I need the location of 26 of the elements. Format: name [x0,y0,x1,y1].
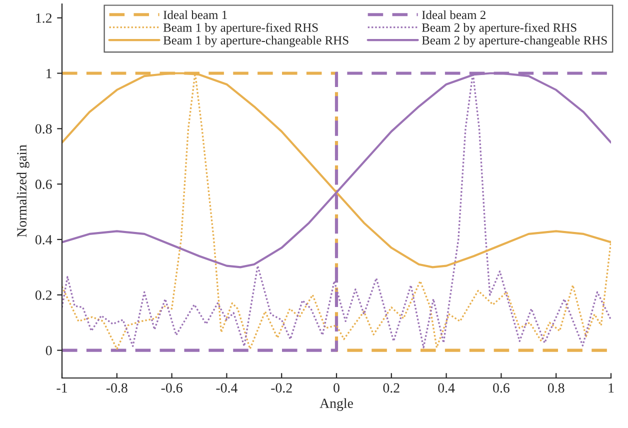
y-tick-label: 0 [46,346,52,356]
x-tick-label: 0 [334,383,340,393]
y-tick-label: 1 [46,68,52,78]
y-axis-title: Normalized gain [16,144,30,238]
x-axis-title: Angle [320,398,353,411]
legend-label: Ideal beam 2 [422,10,486,20]
y-tick-label: 0.6 [35,180,52,190]
y-tick-label: 0.4 [35,235,52,244]
y-tick-label: 0.2 [35,290,52,300]
x-tick-label: -0.2 [271,383,292,393]
legend-label: Beam 2 by aperture-changeable RHS [422,36,607,48]
x-tick-label: 1 [608,383,614,392]
y-tick-label: 1.2 [36,13,52,23]
x-tick-label: -1 [56,383,67,392]
x-tick-label: -0.6 [161,383,182,393]
x-tick-label: 0.6 [493,383,510,393]
y-tick-label: 0.8 [35,124,52,134]
x-tick-label: 0.4 [438,383,455,393]
x-tick-label: 0.8 [548,383,564,393]
legend-label: Beam 2 by aperture-fixed RHS [422,22,576,34]
x-tick-label: -0.8 [106,383,128,393]
legend-label: Beam 1 by aperture-fixed RHS [163,22,318,34]
legend-label: Beam 1 by aperture-changeable RHS [163,36,348,48]
x-tick-label: 0.2 [383,383,400,393]
x-tick-label: -0.4 [216,383,238,393]
legend-label: Ideal beam 1 [163,10,227,20]
